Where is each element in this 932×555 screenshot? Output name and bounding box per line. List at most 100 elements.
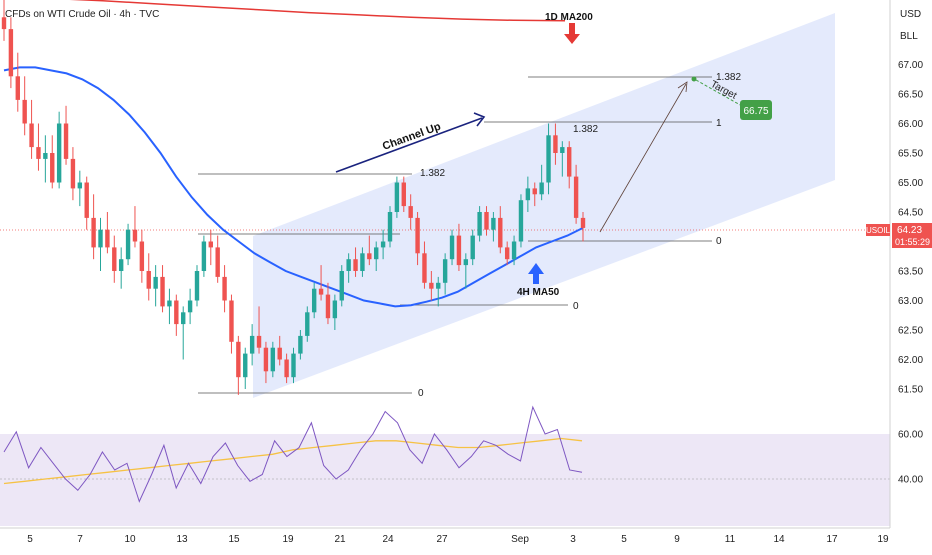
price-tick-label: 63.00 (898, 296, 923, 307)
candle-body (139, 241, 145, 271)
price-badge (892, 223, 932, 248)
candle-body (201, 241, 207, 271)
candle-body (470, 235, 475, 260)
candle-body (243, 353, 248, 378)
candle-body (408, 206, 413, 218)
price-tick-label: 63.50 (898, 267, 923, 278)
last-price-value: 64.23 (897, 225, 922, 236)
fib-label-1382-a: 1.382 (420, 168, 445, 179)
ma200-label: 1D MA200 (545, 12, 593, 23)
price-tick-label: 66.00 (898, 119, 923, 130)
time-tick-label: 21 (334, 534, 346, 545)
candle-body (394, 182, 400, 212)
candle-body (504, 247, 510, 260)
candle-body (43, 153, 48, 159)
price-tick-label: 65.00 (898, 178, 923, 189)
ma50-arrow-shaft (533, 274, 539, 284)
candle-body (91, 217, 96, 248)
candle-body (401, 182, 406, 207)
target-badge[interactable] (740, 100, 772, 120)
time-tick-label: 9 (674, 534, 680, 545)
candle-body (174, 300, 179, 325)
candle-body (539, 182, 544, 195)
candle-body (305, 312, 310, 336)
candle-body (181, 312, 186, 325)
candle-body (263, 347, 269, 372)
price-tick-label: 66.50 (898, 90, 923, 101)
price-tick-label: 67.00 (898, 60, 923, 71)
candle-body (118, 259, 124, 271)
candle-body (311, 288, 317, 313)
symbol-badge (866, 224, 890, 236)
candle-body (256, 335, 262, 348)
currency-label: USD (900, 9, 921, 20)
candle-body (153, 276, 158, 289)
rsi-tick-label: 60.00 (898, 430, 923, 441)
candle-body (353, 259, 358, 271)
ma50-arrow (528, 263, 544, 284)
candle-body (498, 217, 503, 248)
fib-label-1-c: 1 (716, 118, 722, 129)
candle-body (429, 282, 434, 289)
candle-body (187, 300, 193, 313)
fib-label-0-c: 0 (716, 236, 722, 247)
time-tick-label: 10 (124, 534, 136, 545)
candle-body (194, 271, 200, 301)
candle-body (160, 276, 165, 307)
fib-label-1382-b: 1.382 (573, 124, 598, 135)
candle-body (208, 241, 213, 248)
rsi-tick-label: 40.00 (898, 475, 923, 486)
candle-body (511, 241, 517, 260)
candle-body (339, 271, 344, 301)
rsi-line (3, 405, 583, 503)
unit-label: BLL (900, 31, 918, 42)
candle-body (29, 123, 34, 148)
candle-body (436, 282, 441, 289)
candle-body (387, 212, 393, 242)
candle-body (70, 158, 76, 189)
candle-body (332, 300, 338, 319)
candle-body (36, 147, 41, 159)
rsi-pane-background (0, 434, 890, 526)
candle-body (449, 235, 455, 260)
candle-body (573, 176, 579, 218)
candle-body (380, 241, 386, 248)
countdown-value: 01:55:29 (895, 237, 930, 247)
time-axis-ticks: 5 7 10 13 15 19 21 24 27 Sep 3 5 9 11 14 17 19 (27, 534, 889, 545)
candle-body (105, 229, 110, 248)
candle-body (484, 212, 489, 230)
time-tick-label: 3 (570, 534, 576, 545)
chart-title: CFDs on WTI Crude Oil · 4h · TVC (5, 9, 159, 20)
ma200-arrow (564, 23, 580, 44)
candle-body (491, 217, 496, 230)
ma200-arrow-shaft (569, 23, 575, 35)
time-tick-label: 24 (382, 534, 394, 545)
symbol-label: USOIL (866, 226, 891, 235)
candle-body (56, 123, 62, 183)
time-tick-label: 15 (228, 534, 240, 545)
candle-body (236, 341, 241, 378)
candle-body (567, 147, 572, 177)
time-tick-label: 17 (826, 534, 838, 545)
candle-body (560, 147, 565, 153)
ma50-label: 4H MA50 (517, 287, 560, 298)
time-tick-label: 13 (176, 534, 188, 545)
ma50-line (3, 66, 584, 308)
ma50-arrow-head (528, 263, 544, 274)
time-tick-label: 27 (436, 534, 448, 545)
candle-body (284, 359, 289, 378)
target-point[interactable] (691, 76, 697, 82)
last-price-badge: USOIL 64.23 01:55:29 (866, 223, 932, 248)
candle-body (580, 217, 586, 228)
channel-arrow-line (335, 117, 483, 173)
candle-body (325, 294, 331, 319)
candlesticks (1, 0, 586, 395)
candle-body (546, 135, 551, 183)
candle-body (84, 182, 89, 218)
candle-body (77, 182, 83, 189)
price-tick-label: 64.50 (898, 208, 923, 219)
rsi-ma-line (3, 437, 583, 485)
candle-body (415, 217, 420, 254)
